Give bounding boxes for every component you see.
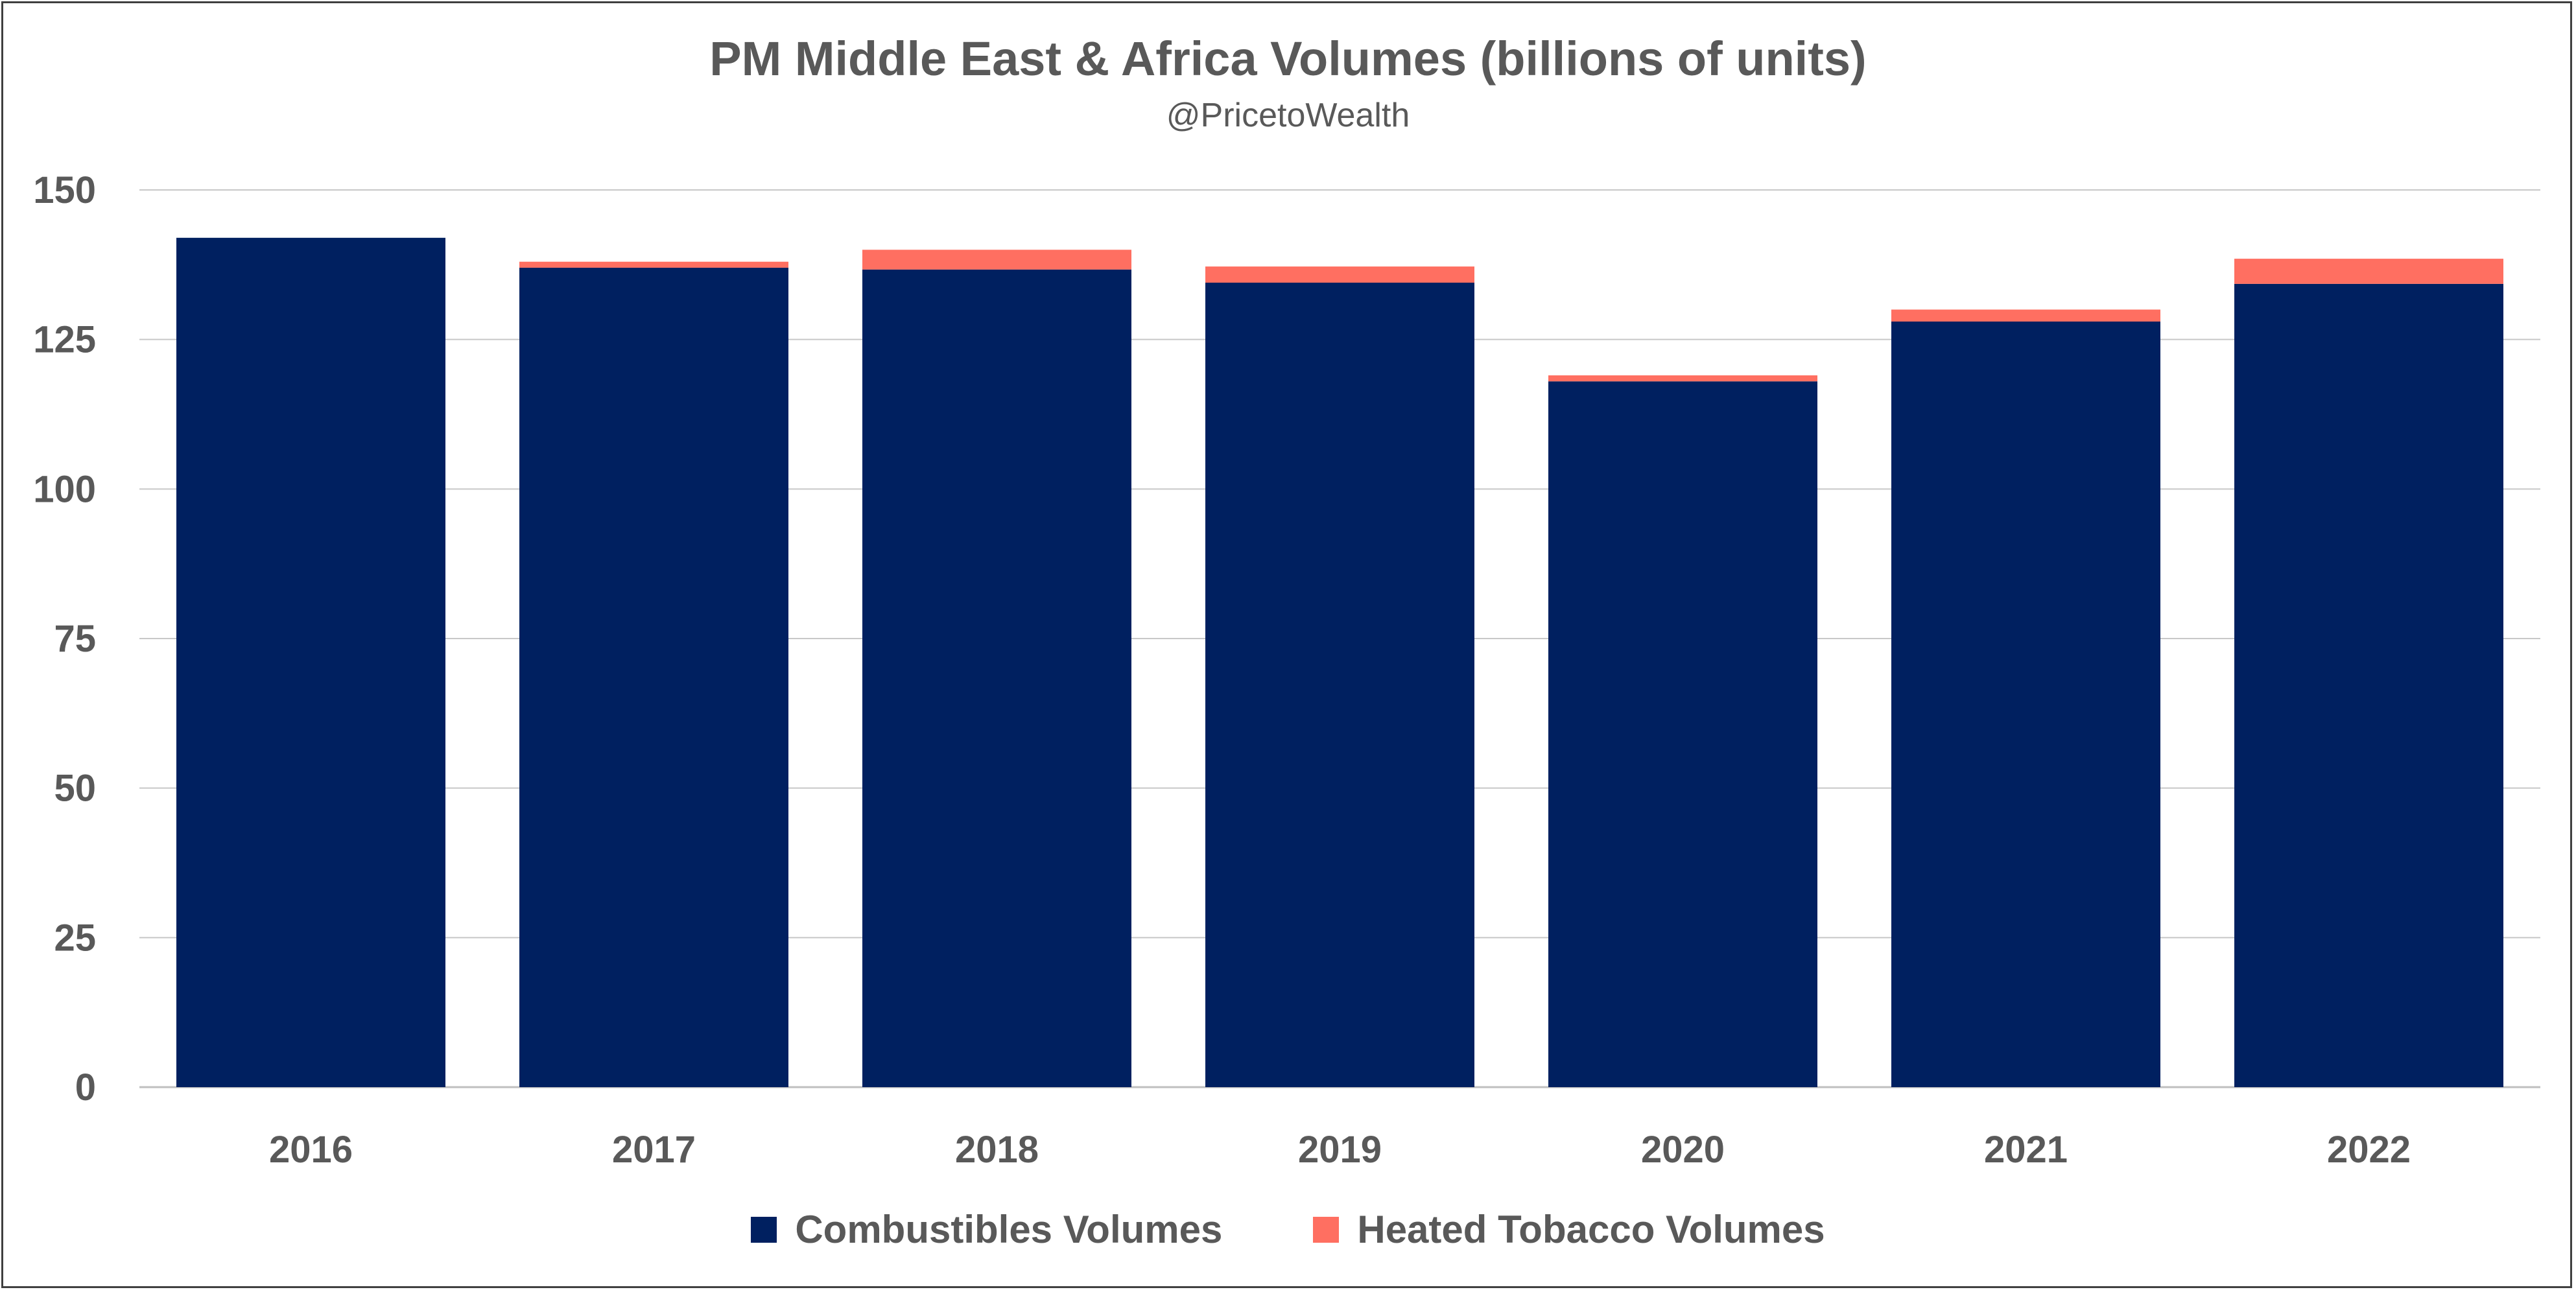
bar-combustibles-2018 [862,269,1131,1088]
bar-combustibles-2020 [1548,381,1817,1087]
y-tick-label-150: 150 [33,169,96,211]
chart-title: PM Middle East & Africa Volumes (billion… [709,32,1867,86]
bar-heated-tobacco-2019 [1205,266,1474,283]
legend-swatch-heated-tobacco [1313,1216,1340,1243]
legend-item-heated-tobacco: Heated Tobacco Volumes [1313,1207,1825,1252]
bar-combustibles-2019 [1205,283,1474,1088]
legend-label-heated-tobacco: Heated Tobacco Volumes [1357,1208,1825,1251]
chart-subtitle: @PricetoWealth [1166,97,1410,134]
y-tick-label-25: 25 [54,917,96,959]
y-tick-label-50: 50 [54,768,96,810]
x-tick-label-2020: 2020 [1641,1129,1725,1171]
x-tick-label-2016: 2016 [269,1129,353,1171]
bar-heated-tobacco-2020 [1548,375,1817,382]
x-tick-label-2017: 2017 [612,1129,696,1171]
bar-heated-tobacco-2018 [862,250,1131,270]
bar-combustibles-2022 [2234,283,2503,1088]
bar-heated-tobacco-2017 [519,261,788,268]
bar-combustibles-2017 [519,267,788,1087]
legend-swatch-combustibles [751,1216,777,1243]
x-tick-label-2019: 2019 [1298,1129,1382,1171]
legend-item-combustibles: Combustibles Volumes [751,1207,1222,1252]
bar-combustibles-2021 [1891,321,2160,1087]
x-tick-label-2021: 2021 [1984,1129,2068,1171]
legend-label-combustibles: Combustibles Volumes [795,1208,1223,1251]
chart-legend: Combustibles Volumes Heated Tobacco Volu… [0,1207,2576,1252]
bar-heated-tobacco-2022 [2234,259,2503,284]
y-tick-label-0: 0 [75,1066,96,1109]
x-tick-label-2018: 2018 [955,1129,1039,1171]
bar-heated-tobacco-2021 [1891,309,2160,322]
y-tick-label-100: 100 [33,468,96,510]
y-tick-label-125: 125 [33,319,96,361]
bar-combustibles-2016 [176,237,445,1087]
x-tick-label-2022: 2022 [2327,1129,2411,1171]
y-tick-label-75: 75 [54,618,96,660]
